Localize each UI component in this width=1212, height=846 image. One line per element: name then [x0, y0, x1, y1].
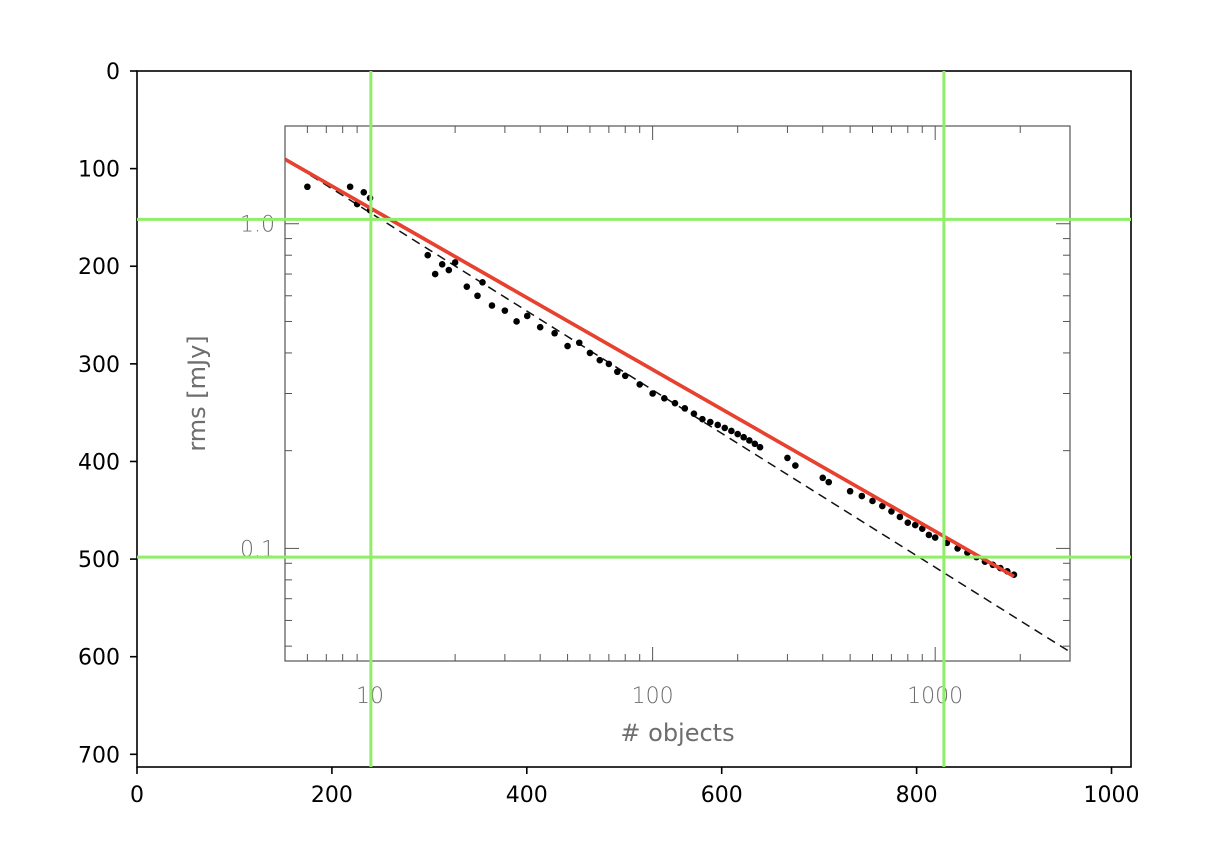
- data-point: [925, 531, 933, 539]
- data-point: [575, 339, 583, 347]
- outer-x-tick-label: 600: [701, 783, 743, 808]
- data-point: [474, 292, 481, 300]
- data-point: [424, 251, 432, 259]
- inner-x-tick-label: 100: [632, 684, 674, 709]
- data-point: [918, 525, 926, 533]
- data-point: [904, 519, 912, 526]
- outer-y-tick-label: 600: [78, 646, 120, 671]
- data-point: [621, 372, 629, 380]
- data-point: [846, 487, 854, 495]
- data-point: [784, 454, 791, 462]
- data-point: [438, 261, 446, 268]
- outer-y-tick-label: 0: [106, 60, 120, 85]
- data-point: [605, 360, 613, 368]
- data-point: [501, 307, 509, 314]
- outer-y-tick-label: 400: [78, 450, 120, 475]
- inner-y-tick-label: 1.0: [240, 213, 275, 238]
- guide-lines: [137, 71, 1131, 767]
- data-point: [681, 405, 689, 412]
- data-point: [825, 478, 833, 486]
- outer-y-tick-label: 200: [78, 255, 120, 280]
- outer-y-tick-label: 100: [78, 158, 120, 183]
- data-point: [479, 279, 486, 286]
- data-point: [596, 356, 604, 364]
- outer-y-tick-label: 700: [78, 743, 120, 768]
- data-point: [649, 390, 656, 397]
- data-point: [614, 368, 621, 376]
- data-point: [536, 323, 544, 331]
- data-point: [690, 410, 698, 417]
- data-point: [523, 312, 531, 320]
- outer-x-tick-label: 800: [896, 783, 938, 808]
- data-point: [463, 283, 471, 290]
- data-point: [751, 440, 759, 448]
- data-point: [858, 492, 866, 500]
- outer-x-tick-label: 0: [130, 783, 144, 808]
- data-point: [819, 474, 827, 482]
- data-point: [721, 424, 729, 432]
- data-point: [706, 418, 714, 426]
- data-point: [431, 270, 439, 278]
- data-point: [734, 430, 741, 438]
- data-point: [445, 266, 453, 274]
- outer-frame: [136, 70, 1132, 768]
- data-point: [869, 497, 876, 505]
- inner-x-tick-label: 1000: [907, 684, 963, 709]
- data-point: [699, 415, 706, 423]
- inner-y-axis-label: rms [mJy]: [183, 335, 211, 451]
- data-point: [513, 318, 520, 325]
- data-point: [564, 342, 571, 350]
- inner-x-axis-label: # objects: [620, 719, 734, 747]
- data-point: [792, 462, 799, 469]
- data-point: [911, 521, 919, 529]
- inner-plot-area: [285, 157, 1070, 653]
- data-point: [346, 183, 354, 191]
- data-point: [671, 399, 679, 407]
- data-point: [896, 513, 904, 521]
- outer-x-tick-label: 400: [506, 783, 548, 808]
- data-point: [879, 502, 886, 510]
- data-point: [304, 183, 311, 191]
- outer-x-tick-label: 1000: [1084, 783, 1140, 808]
- dashed-reference-line: [285, 158, 1070, 653]
- data-point: [756, 443, 764, 451]
- outer-y-tick-label: 300: [78, 353, 120, 378]
- data-point: [636, 381, 643, 388]
- data-point: [888, 508, 895, 515]
- data-point: [488, 302, 496, 309]
- data-point: [728, 427, 735, 435]
- data-point: [586, 349, 594, 357]
- fit-line-overlay: [285, 157, 1015, 578]
- data-point: [714, 421, 722, 429]
- data-point: [451, 259, 459, 266]
- data-point: [740, 433, 747, 441]
- data-point: [661, 394, 668, 402]
- outer-axes: 0 200 400 600 800 1000 0 100 200 300 400 500 600 700: [78, 60, 1140, 808]
- data-point: [931, 534, 939, 541]
- data-point: [551, 329, 558, 337]
- inner-frame: [284, 125, 1071, 662]
- outer-x-tick-label: 200: [311, 783, 353, 808]
- inner-y-tick-label: 0.1: [240, 537, 275, 562]
- outer-y-tick-label: 500: [78, 548, 120, 573]
- data-point: [746, 437, 753, 444]
- data-point: [360, 188, 368, 196]
